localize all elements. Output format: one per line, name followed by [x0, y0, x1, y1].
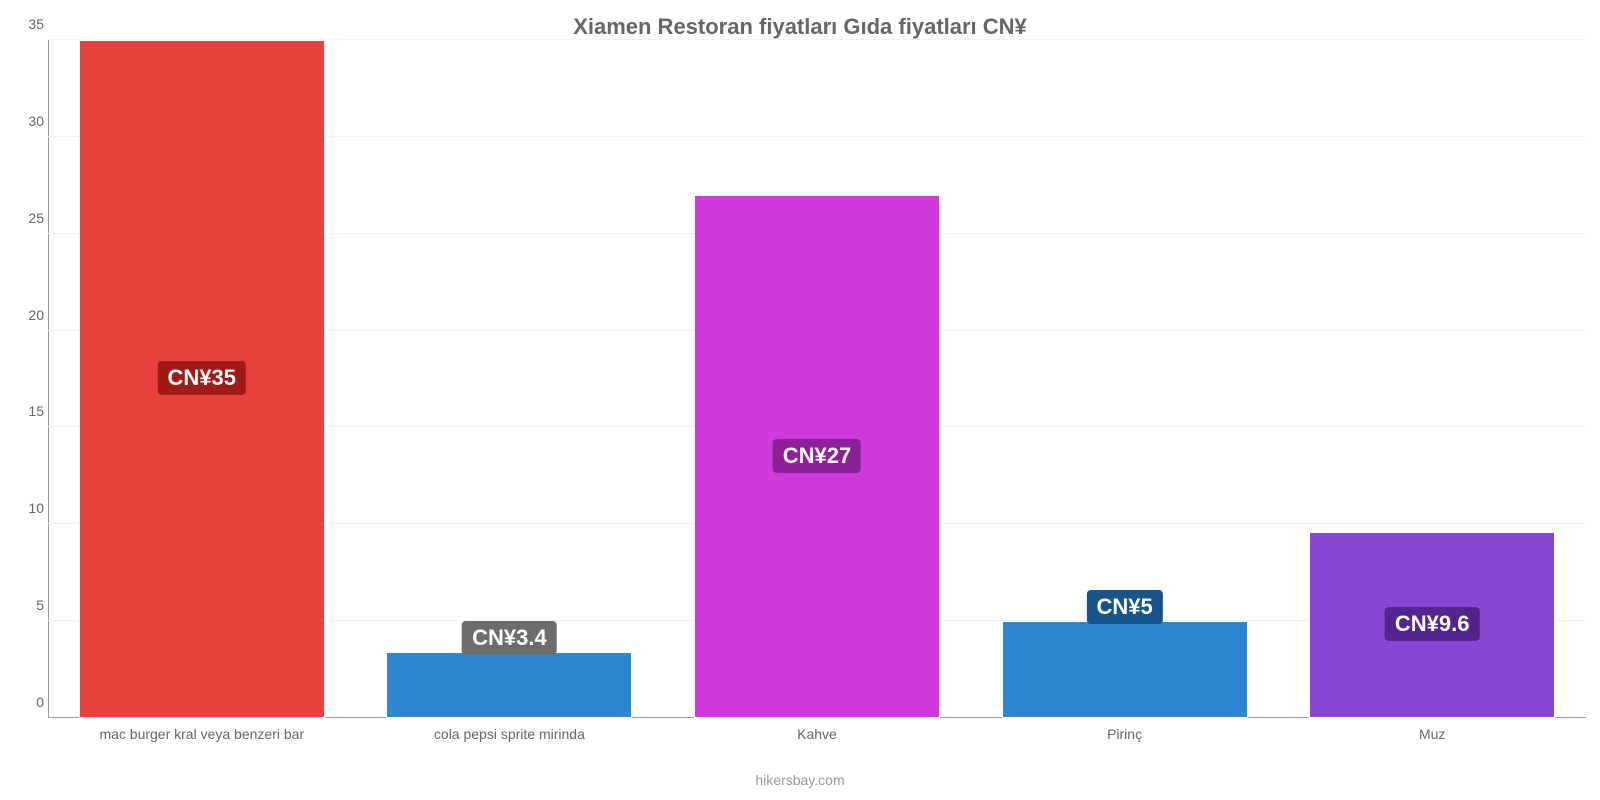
- y-tick-label: 35: [14, 16, 44, 32]
- bar-slot: cola pepsi sprite mirindaCN¥3.4: [386, 40, 632, 718]
- x-axis-label: mac burger kral veya benzeri bar: [99, 726, 304, 742]
- y-tick-label: 30: [14, 113, 44, 129]
- x-axis-label: Kahve: [797, 726, 837, 742]
- y-tick-label: 15: [14, 403, 44, 419]
- y-tick-label: 25: [14, 210, 44, 226]
- price-chart: Xiamen Restoran fiyatları Gıda fiyatları…: [0, 0, 1600, 800]
- value-badge: CN¥35: [158, 361, 246, 395]
- y-tick-label: 5: [14, 597, 44, 613]
- bar-slot: MuzCN¥9.6: [1309, 40, 1555, 718]
- bar-slot: KahveCN¥27: [694, 40, 940, 718]
- value-badge: CN¥9.6: [1385, 607, 1480, 641]
- x-axis-label: cola pepsi sprite mirinda: [434, 726, 585, 742]
- y-tick-label: 0: [14, 694, 44, 710]
- value-badge: CN¥3.4: [462, 621, 557, 655]
- y-tick-label: 10: [14, 500, 44, 516]
- chart-title: Xiamen Restoran fiyatları Gıda fiyatları…: [0, 0, 1600, 40]
- bar-slot: PirinçCN¥5: [1002, 40, 1248, 718]
- x-axis-label: Pirinç: [1107, 726, 1142, 742]
- bar-slot: mac burger kral veya benzeri barCN¥35: [79, 40, 325, 718]
- bar: [386, 652, 632, 718]
- x-axis-label: Muz: [1419, 726, 1445, 742]
- y-tick-label: 20: [14, 307, 44, 323]
- bar: [1002, 621, 1248, 718]
- plot-area: 05101520253035mac burger kral veya benze…: [48, 40, 1586, 718]
- value-badge: CN¥5: [1086, 590, 1162, 624]
- chart-footer: hikersbay.com: [0, 772, 1600, 788]
- value-badge: CN¥27: [773, 439, 861, 473]
- y-axis: [48, 40, 49, 718]
